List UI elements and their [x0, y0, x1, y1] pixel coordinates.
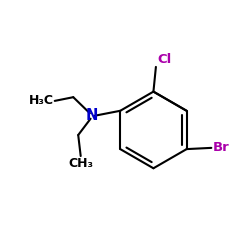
Text: Cl: Cl [157, 53, 172, 66]
Text: N: N [86, 108, 98, 123]
Text: CH₃: CH₃ [68, 157, 93, 170]
Text: Br: Br [212, 141, 229, 154]
Text: H₃C: H₃C [28, 94, 54, 108]
